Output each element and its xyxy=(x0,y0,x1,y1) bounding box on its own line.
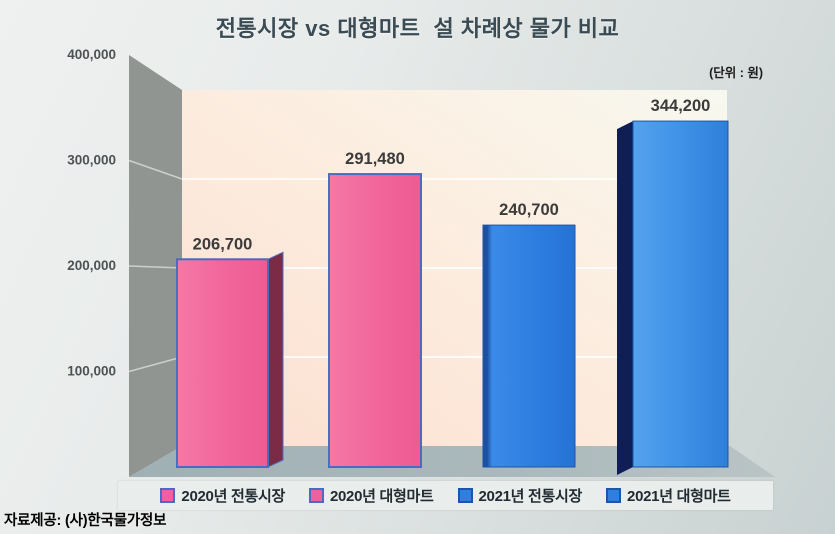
unit-note: (단위 : 원) xyxy=(709,66,763,80)
left-wall xyxy=(129,55,182,477)
legend-item: 2021년 대형마트 xyxy=(606,485,731,506)
source-note: 자료제공: (사)한국물가정보 xyxy=(4,513,167,529)
y-tick-label: 200,000 xyxy=(67,258,116,273)
legend-item: 2020년 대형마트 xyxy=(308,485,434,506)
legend-swatch-icon xyxy=(160,488,176,503)
value-label: 206,700 xyxy=(193,235,253,253)
legend-label: 2020년 대형마트 xyxy=(329,488,434,505)
y-tick-label: 300,000 xyxy=(67,153,116,168)
value-label: 344,200 xyxy=(651,97,711,115)
bar-side-face xyxy=(617,121,633,475)
y-tick-label: 100,000 xyxy=(67,364,116,379)
legend-label: 2020년 전통시장 xyxy=(181,488,285,505)
legend-swatch-icon xyxy=(457,488,473,503)
legend-item: 2021년 전통시장 xyxy=(457,485,583,506)
value-label: 240,700 xyxy=(499,201,559,219)
chart-title: 전통시장 vs 대형마트 설 차례상 물가 비교 xyxy=(215,16,620,41)
wall-gridline xyxy=(128,265,183,269)
legend-label: 2021년 대형마트 xyxy=(627,488,731,505)
floor xyxy=(129,446,775,477)
bar xyxy=(328,173,422,469)
y-axis-tick-labels: 400,000 300,000 200,000 100,000 xyxy=(67,47,116,379)
value-label: 291,480 xyxy=(345,150,405,168)
wall-gridline xyxy=(128,159,183,180)
bars xyxy=(176,120,729,475)
bar-side-face xyxy=(267,251,284,468)
legend-swatch-icon xyxy=(606,488,622,503)
legend-swatch-icon xyxy=(308,488,324,503)
legend-item: 2020년 전통시장 xyxy=(160,485,285,506)
bar xyxy=(176,258,269,469)
bar xyxy=(482,224,576,468)
legend-label: 2021년 전통시장 xyxy=(478,488,583,505)
y-tick-label: 400,000 xyxy=(67,47,116,62)
legend: 2020년 전통시장 2020년 대형마트 2021년 전통시장 2021년 대형마트 xyxy=(118,481,773,510)
value-labels: 206,700 291,480 240,700 344,200 xyxy=(193,97,711,253)
wall-gridline xyxy=(128,356,183,373)
bar xyxy=(632,120,729,468)
